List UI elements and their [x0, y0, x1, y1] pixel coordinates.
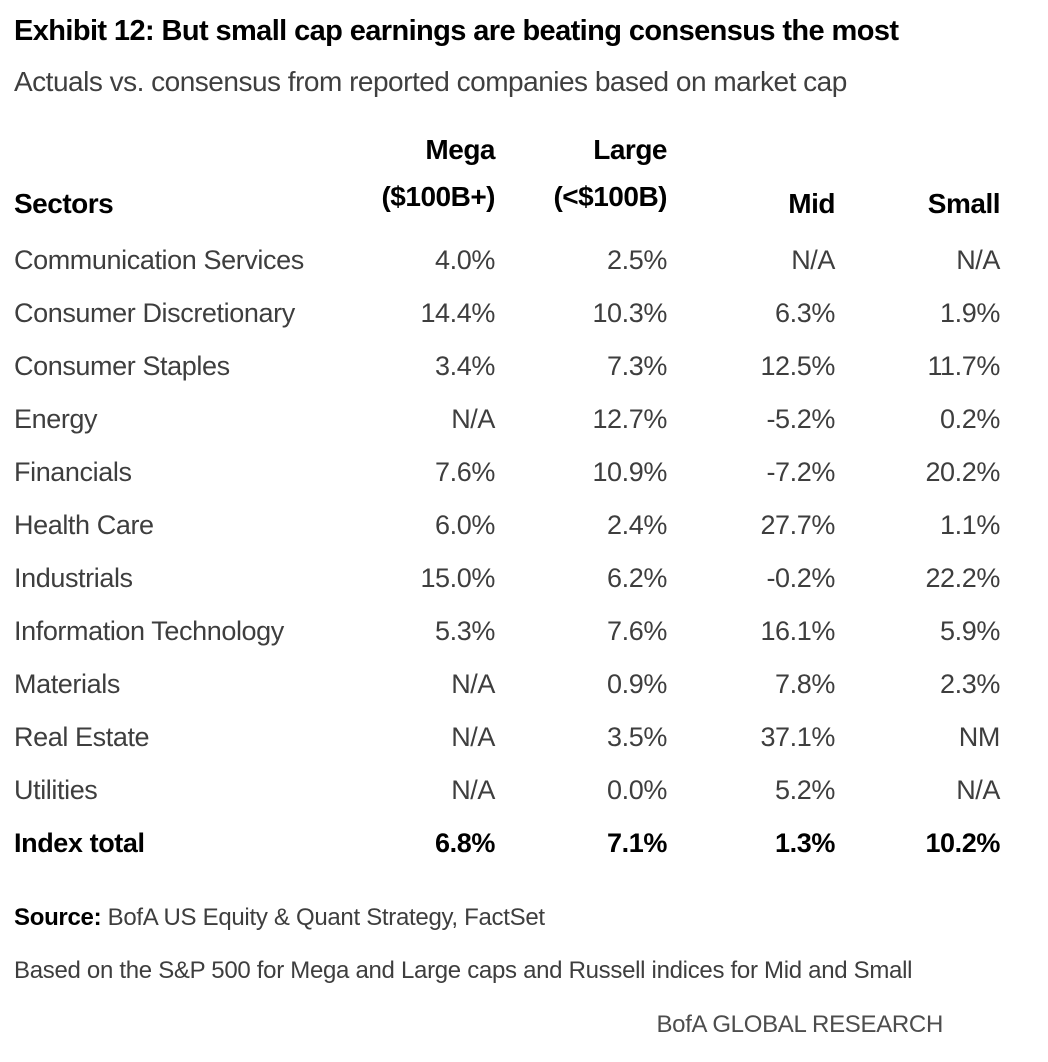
table-header-row: Sectors Mega ($100B+) Large (<$100B) Mid…: [14, 126, 1001, 234]
sector-cell: Information Technology: [14, 616, 284, 646]
large-cell: 7.3%: [607, 351, 667, 381]
small-cell: 20.2%: [925, 457, 1000, 487]
table-row-communication-services: Communication Services 4.0% 2.5% N/A N/A: [14, 234, 1000, 287]
table-row-index-total: Index total 6.8% 7.1% 1.3% 10.2%: [14, 817, 1000, 870]
table-row-information-technology: Information Technology 5.3% 7.6% 16.1% 5…: [14, 605, 1000, 658]
mid-cell: N/A: [791, 245, 835, 275]
mega-cell: 4.0%: [435, 245, 495, 275]
large-cell: 0.0%: [607, 775, 667, 805]
col-header-sectors: Sectors: [14, 188, 114, 219]
col-header-mega: Mega ($100B+): [350, 126, 495, 234]
sector-cell: Materials: [14, 669, 120, 699]
sector-cell: Utilities: [14, 775, 98, 805]
large-cell: 10.3%: [592, 298, 667, 328]
table-row-utilities: Utilities N/A 0.0% 5.2% N/A: [14, 764, 1000, 817]
col-header-mega-line2: ($100B+): [381, 181, 495, 212]
table-row-real-estate: Real Estate N/A 3.5% 37.1% NM: [14, 711, 1000, 764]
large-cell: 3.5%: [607, 722, 667, 752]
table-row-consumer-staples: Consumer Staples 3.4% 7.3% 12.5% 11.7%: [14, 340, 1000, 393]
mid-cell: 7.8%: [775, 669, 835, 699]
large-cell: 7.6%: [607, 616, 667, 646]
mega-cell: 3.4%: [435, 351, 495, 381]
mid-cell: 16.1%: [760, 616, 835, 646]
large-cell: 10.9%: [592, 457, 667, 487]
mega-cell: 14.4%: [420, 298, 495, 328]
mega-cell: N/A: [451, 775, 495, 805]
exhibit-page: Exhibit 12: But small cap earnings are b…: [14, 15, 1001, 1038]
small-cell: 10.2%: [925, 828, 1000, 858]
bofa-global-research-label: BofA GLOBAL RESEARCH: [656, 1011, 943, 1038]
large-cell: 2.4%: [607, 510, 667, 540]
col-header-mega-line1: Mega: [425, 134, 495, 165]
sector-cell: Consumer Discretionary: [14, 298, 295, 328]
col-header-large-line1: Large: [593, 134, 667, 165]
sector-cell: Energy: [14, 404, 98, 434]
source-line: Source: BofA US Equity & Quant Strategy,…: [14, 904, 1000, 932]
exhibit-title: Exhibit 12: But small cap earnings are b…: [14, 15, 899, 47]
large-cell: 7.1%: [607, 828, 667, 858]
col-header-large: Large (<$100B): [495, 126, 667, 234]
source-label: Source:: [14, 904, 102, 931]
sector-cell: Communication Services: [14, 245, 304, 275]
mid-cell: 6.3%: [775, 298, 835, 328]
table-row-materials: Materials N/A 0.9% 7.8% 2.3%: [14, 658, 1000, 711]
mid-cell: -5.2%: [766, 404, 835, 434]
small-cell: 1.9%: [940, 298, 1000, 328]
mega-cell: N/A: [451, 722, 495, 752]
source-text: BofA US Equity & Quant Strategy, FactSet: [107, 904, 545, 931]
table-row-consumer-discretionary: Consumer Discretionary 14.4% 10.3% 6.3% …: [14, 287, 1000, 340]
mid-cell: 12.5%: [760, 351, 835, 381]
mega-cell: 5.3%: [435, 616, 495, 646]
table-row-energy: Energy N/A 12.7% -5.2% 0.2%: [14, 393, 1000, 446]
mega-cell: N/A: [451, 404, 495, 434]
sector-cell: Industrials: [14, 563, 133, 593]
mid-cell: 1.3%: [775, 828, 835, 858]
sector-earnings-table: Sectors Mega ($100B+) Large (<$100B) Mid…: [14, 126, 1001, 870]
mid-cell: 5.2%: [775, 775, 835, 805]
mega-cell: 15.0%: [420, 563, 495, 593]
mid-cell: 37.1%: [760, 722, 835, 752]
small-cell: 1.1%: [940, 510, 1000, 540]
mega-cell: 6.0%: [435, 510, 495, 540]
table-row-health-care: Health Care 6.0% 2.4% 27.7% 1.1%: [14, 499, 1000, 552]
small-cell: 22.2%: [925, 563, 1000, 593]
large-cell: 6.2%: [607, 563, 667, 593]
small-cell: 11.7%: [927, 351, 1000, 381]
sector-cell: Consumer Staples: [14, 351, 230, 381]
small-cell: 2.3%: [940, 669, 1000, 699]
mega-cell: 7.6%: [435, 457, 495, 487]
small-cell: 5.9%: [940, 616, 1000, 646]
small-cell: 0.2%: [940, 404, 1000, 434]
mega-cell: N/A: [451, 669, 495, 699]
small-cell: N/A: [956, 245, 1000, 275]
exhibit-subtitle: Actuals vs. consensus from reported comp…: [14, 66, 847, 97]
large-cell: 0.9%: [607, 669, 667, 699]
col-header-mid: Mid: [788, 188, 835, 219]
mega-cell: 6.8%: [435, 828, 495, 858]
sector-cell: Health Care: [14, 510, 154, 540]
col-header-small: Small: [927, 188, 1001, 219]
sector-cell: Financials: [14, 457, 132, 487]
small-cell: NM: [958, 722, 1001, 752]
methodology-note: Based on the S&P 500 for Mega and Large …: [14, 957, 913, 984]
mid-cell: -0.2%: [766, 563, 835, 593]
sector-cell: Index total: [14, 828, 145, 858]
table-row-industrials: Industrials 15.0% 6.2% -0.2% 22.2%: [14, 552, 1000, 605]
large-cell: 12.7%: [592, 404, 667, 434]
large-cell: 2.5%: [607, 245, 667, 275]
small-cell: N/A: [956, 775, 1000, 805]
table-row-financials: Financials 7.6% 10.9% -7.2% 20.2%: [14, 446, 1000, 499]
col-header-large-line2: (<$100B): [553, 181, 667, 212]
mid-cell: 27.7%: [760, 510, 835, 540]
mid-cell: -7.2%: [766, 457, 835, 487]
sector-cell: Real Estate: [14, 722, 150, 752]
